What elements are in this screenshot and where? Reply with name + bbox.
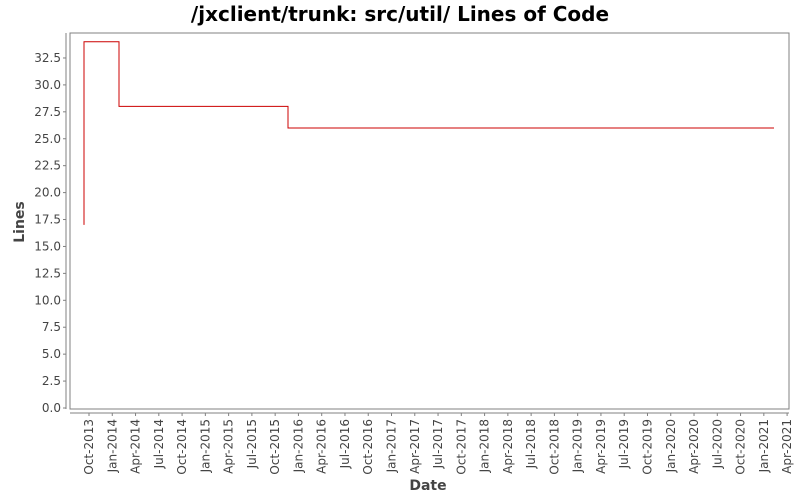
x-tick-label: Oct-2014 [175,419,189,475]
y-tick-label: 7.5 [42,320,61,334]
y-tick-label: 12.5 [34,266,61,280]
y-axis: 0.0 2.5 5.0 7.5 10.0 12.5 15.0 17.5 20.0 22.5 25.0… [34,33,67,415]
x-tick-label: Oct-2020 [734,419,748,475]
y-tick-label: 20.0 [34,186,61,200]
y-tick-label: 10.0 [34,293,61,307]
y-tick-label: 5.0 [42,347,61,361]
x-tick-label: Jul-2016 [338,419,352,469]
series-line-lines [83,41,774,225]
x-tick-label: Jul-2015 [245,419,259,469]
y-tick-label: 30.0 [34,78,61,92]
x-axis-title: Date [409,478,446,494]
data-series [83,41,774,225]
x-tick-label: Jul-2014 [152,419,166,469]
x-tick-label: Apr-2016 [315,419,329,474]
y-tick-label: 22.5 [34,159,61,173]
x-tick-label: Apr-2018 [501,419,515,474]
x-tick-label: Jan-2014 [105,419,119,473]
y-tick-label: 0.0 [42,401,61,415]
y-tick-label: 17.5 [34,213,61,227]
plot-area [69,32,790,410]
x-tick-label: Jan-2021 [757,419,771,473]
x-tick-label: Apr-2014 [129,419,143,474]
x-tick-label: Jan-2016 [291,419,305,473]
x-tick-label: Jan-2015 [198,419,212,473]
x-tick-label: Jan-2017 [385,419,399,473]
x-tick-label: Apr-2015 [222,419,236,474]
y-tick-label: 32.5 [34,51,61,65]
x-tick-label: Jan-2020 [664,419,678,473]
plot-frame [69,32,790,410]
y-tick-label: 25.0 [34,132,61,146]
x-tick-label: Jan-2018 [478,419,492,473]
x-tick-label: Oct-2018 [547,419,561,475]
x-tick-label: Jul-2018 [524,419,538,469]
x-axis: Oct-2013 Jan-2014 Apr-2014 Jul-2014 Oct-2014… [70,412,794,475]
x-tick-label: Oct-2019 [640,419,654,475]
x-tick-label: Apr-2019 [594,419,608,474]
x-tick-label: Apr-2017 [408,419,422,474]
x-tick-label: Apr-2020 [687,419,701,474]
y-tick-label: 15.0 [34,239,61,253]
x-tick-label: Oct-2013 [82,419,96,475]
x-tick-label: Jul-2020 [710,419,724,469]
y-axis-title: Lines [12,201,28,243]
y-tick-label: 27.5 [34,105,61,119]
y-tick-label: 2.5 [42,374,61,388]
x-tick-label: Jul-2017 [431,419,445,469]
x-tick-label: Oct-2016 [361,419,375,475]
x-tick-label: Jan-2019 [571,419,585,473]
x-tick-label: Jul-2019 [617,419,631,469]
x-tick-label: Oct-2015 [268,419,282,475]
x-tick-label: Oct-2017 [454,419,468,475]
x-tick-label: Apr-2021 [780,419,794,474]
chart-title: /jxclient/trunk: src/util/ Lines of Code [190,2,610,26]
